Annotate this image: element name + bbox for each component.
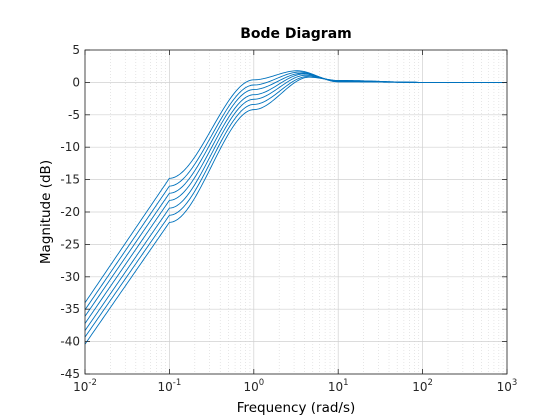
y-tick-label: -5 [68, 108, 80, 122]
y-axis-label: Magnitude (dB) [38, 160, 54, 264]
x-tick-label: 100 [243, 378, 264, 394]
x-tick-label: 10-2 [73, 378, 97, 394]
x-axis-label: Frequency (rad/s) [237, 400, 356, 416]
label-layer: 10-2 10-1 100 101 102 103 5 0 -5 -10 -15 -20 -25 -30 -… [60, 43, 517, 394]
x-tick-label: 103 [497, 378, 518, 394]
y-tick-label: -25 [60, 237, 80, 251]
tick-layer [84, 49, 508, 375]
y-tick-label: -35 [60, 302, 80, 316]
x-tick-label: 10-1 [158, 378, 182, 394]
y-tick-label: 5 [72, 43, 80, 57]
x-tick-label: 102 [412, 378, 433, 394]
series-line-7 [84, 76, 507, 345]
y-tick-label: -10 [60, 140, 80, 154]
y-tick-label: -45 [60, 367, 80, 381]
series-layer [84, 70, 507, 345]
y-tick-label: -20 [60, 205, 80, 219]
y-tick-label: 0 [72, 75, 80, 89]
chart-title: Bode Diagram [240, 26, 352, 42]
y-tick-label: -15 [60, 173, 80, 187]
y-tick-label: -30 [60, 270, 80, 284]
y-tick-label: -40 [60, 335, 80, 349]
x-tick-label: 101 [328, 378, 349, 394]
